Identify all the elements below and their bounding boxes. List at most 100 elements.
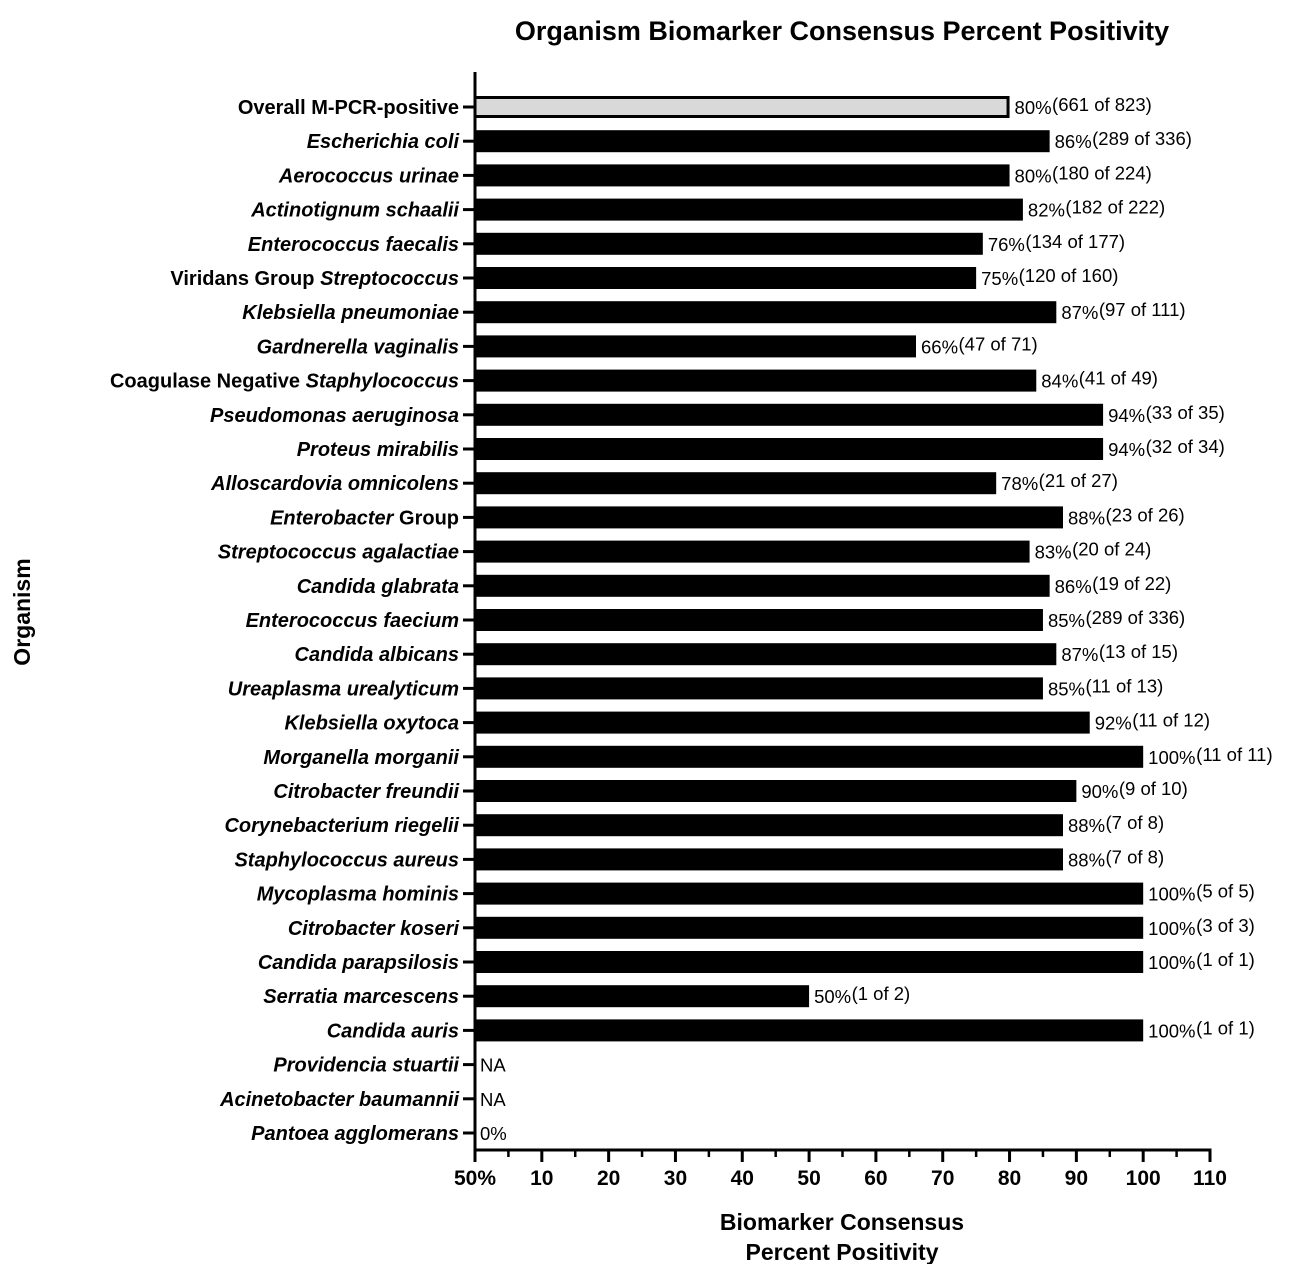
data-label-percent: 83% bbox=[1035, 542, 1072, 563]
x-tick-label: 80 bbox=[998, 1167, 1021, 1190]
data-label-percent: 80% bbox=[1015, 97, 1052, 118]
data-label-percent: 87% bbox=[1061, 644, 1098, 665]
bar bbox=[475, 438, 1104, 460]
data-label-count: (33 of 35) bbox=[1146, 402, 1225, 423]
x-axis-title-line-2: Percent Positivity bbox=[745, 1239, 938, 1264]
data-label-percent: 88% bbox=[1068, 815, 1105, 836]
category-label: Corynebacterium riegelii bbox=[224, 815, 459, 837]
x-tick-label: 50 bbox=[797, 1167, 820, 1190]
data-label-percent: 84% bbox=[1041, 371, 1078, 392]
data-label-percent: 66% bbox=[921, 336, 958, 357]
data-label-percent: 100% bbox=[1148, 918, 1195, 939]
data-label-percent: 90% bbox=[1081, 781, 1118, 802]
data-label-percent: NA bbox=[480, 1089, 506, 1110]
data-label-percent: 78% bbox=[1001, 473, 1038, 494]
category-label: Staphylococcus aureus bbox=[234, 849, 459, 871]
x-tick-label: 110 bbox=[1193, 1167, 1227, 1190]
category-label: Serratia marcescens bbox=[263, 986, 459, 1008]
bar bbox=[475, 711, 1090, 734]
bar bbox=[473, 96, 1010, 118]
x-tick-label: 30 bbox=[664, 1167, 687, 1190]
data-label-percent: NA bbox=[480, 1055, 506, 1076]
data-label-count: (41 of 49) bbox=[1079, 368, 1158, 389]
data-label-percent: 100% bbox=[1148, 884, 1195, 905]
x-tick-label: 60 bbox=[864, 1167, 887, 1190]
data-label-count: (289 of 336) bbox=[1092, 128, 1192, 149]
data-label-count: (9 of 10) bbox=[1119, 778, 1188, 799]
data-label-count: (11 of 11) bbox=[1196, 744, 1272, 765]
category-label: Streptococcus agalactiae bbox=[218, 542, 459, 564]
category-label: Acinetobacter baumannii bbox=[219, 1089, 459, 1111]
bar bbox=[475, 985, 810, 1008]
x-tick-label: 10 bbox=[530, 1167, 553, 1190]
data-label-percent: 80% bbox=[1015, 165, 1052, 186]
x-axis-title-line-1: Biomarker Consensus bbox=[720, 1209, 964, 1235]
data-label-percent: 85% bbox=[1048, 678, 1085, 699]
bar bbox=[475, 540, 1030, 563]
data-label-count: (120 of 160) bbox=[1019, 265, 1119, 286]
x-tick-label: 90 bbox=[1065, 1167, 1088, 1190]
data-label-percent: 87% bbox=[1061, 302, 1098, 323]
data-label-percent: 86% bbox=[1055, 576, 1092, 597]
data-label-percent: 75% bbox=[981, 268, 1018, 289]
category-label: Pantoea agglomerans bbox=[251, 1123, 459, 1145]
data-label-count: (47 of 71) bbox=[959, 333, 1038, 354]
bar bbox=[475, 232, 983, 255]
category-label: Alloscardovia omnicolens bbox=[210, 473, 459, 495]
data-label-percent: 50% bbox=[814, 986, 851, 1007]
category-label: Candida auris bbox=[327, 1020, 459, 1042]
data-label-count: (289 of 336) bbox=[1085, 607, 1185, 628]
category-label: Actinotignum schaalii bbox=[250, 200, 459, 222]
bar bbox=[475, 677, 1043, 700]
data-label-count: (3 of 3) bbox=[1196, 915, 1255, 936]
plot-area: 50% 10 20 30 40 50 60 70 80 90 100 110 Overall M-PCR… bbox=[110, 72, 1273, 1190]
data-label-count: (20 of 24) bbox=[1072, 539, 1151, 560]
data-label-count: (180 of 224) bbox=[1052, 162, 1152, 183]
data-label-percent: 100% bbox=[1148, 1020, 1195, 1041]
chart-title: Organism Biomarker Consensus Percent Pos… bbox=[515, 16, 1169, 46]
data-label-count: (7 of 8) bbox=[1106, 846, 1165, 867]
data-label-count: (5 of 5) bbox=[1196, 881, 1255, 902]
data-label-percent: 88% bbox=[1068, 507, 1105, 528]
data-label-count: (1 of 1) bbox=[1196, 949, 1255, 970]
bar bbox=[475, 130, 1050, 153]
y-axis-title: Organism bbox=[9, 558, 35, 665]
x-tick-label: 70 bbox=[931, 1167, 954, 1190]
data-label-count: (1 of 1) bbox=[1196, 1017, 1255, 1038]
bar bbox=[475, 369, 1037, 392]
bar bbox=[475, 916, 1144, 939]
data-label-percent: 100% bbox=[1148, 952, 1195, 973]
category-label: Candida albicans bbox=[295, 644, 460, 666]
category-label: Overall M-PCR-positive bbox=[238, 97, 459, 119]
bar bbox=[475, 301, 1057, 324]
category-label: Candida parapsilosis bbox=[258, 952, 459, 974]
category-label: Proteus mirabilis bbox=[297, 439, 459, 461]
category-label: Coagulase Negative Staphylococcus bbox=[110, 371, 459, 393]
x-tick-label: 40 bbox=[731, 1167, 754, 1190]
bar bbox=[475, 335, 916, 358]
data-label-percent: 94% bbox=[1108, 439, 1145, 460]
category-label: Ureaplasma urealyticum bbox=[228, 678, 459, 700]
category-label: Citrobacter koseri bbox=[288, 918, 460, 940]
bar bbox=[475, 403, 1104, 426]
category-label: Gardnerella vaginalis bbox=[257, 336, 459, 358]
category-label: Aerococcus urinae bbox=[278, 165, 459, 187]
data-label-percent: 85% bbox=[1048, 610, 1085, 631]
bar bbox=[475, 745, 1144, 768]
bar bbox=[475, 882, 1144, 905]
bar bbox=[475, 643, 1057, 666]
data-label-count: (661 of 823) bbox=[1052, 94, 1152, 115]
data-label-count: (23 of 26) bbox=[1106, 504, 1185, 525]
category-label: Providencia stuartii bbox=[273, 1055, 459, 1077]
data-label-percent: 86% bbox=[1055, 131, 1092, 152]
x-tick-label: 50% bbox=[454, 1167, 496, 1190]
data-label-count: (21 of 27) bbox=[1039, 470, 1118, 491]
category-label: Klebsiella oxytoca bbox=[284, 713, 459, 735]
data-label-count: (11 of 13) bbox=[1085, 675, 1163, 696]
bar bbox=[475, 848, 1063, 871]
data-label-percent: 0% bbox=[480, 1123, 507, 1144]
data-label-percent: 100% bbox=[1148, 747, 1195, 768]
category-label: Escherichia coli bbox=[307, 131, 460, 153]
category-label: Candida glabrata bbox=[297, 576, 459, 598]
data-label-count: (7 of 8) bbox=[1106, 812, 1165, 833]
